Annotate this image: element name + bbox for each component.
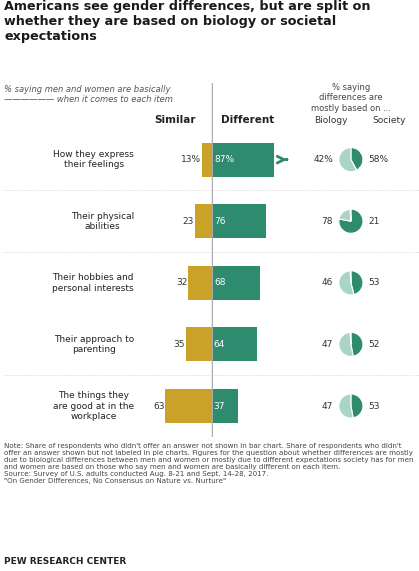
Bar <box>212 266 260 300</box>
Bar <box>195 204 212 238</box>
Text: 53: 53 <box>369 401 380 411</box>
Text: % saying
differences are
mostly based on ...: % saying differences are mostly based on… <box>311 83 391 112</box>
Text: 47: 47 <box>322 401 333 411</box>
Wedge shape <box>339 394 353 418</box>
Text: Their physical
abilities: Their physical abilities <box>71 211 134 231</box>
Bar <box>186 328 212 361</box>
Bar <box>212 143 274 176</box>
Text: Their approach to
parenting: Their approach to parenting <box>54 335 134 354</box>
Wedge shape <box>350 271 351 283</box>
Text: 47: 47 <box>322 340 333 349</box>
Text: 78: 78 <box>322 217 333 226</box>
Text: 35: 35 <box>173 340 185 349</box>
Text: 46: 46 <box>322 278 333 287</box>
Wedge shape <box>351 332 363 356</box>
Text: 58%: 58% <box>369 155 389 164</box>
Bar <box>166 389 212 423</box>
Text: PEW RESEARCH CENTER: PEW RESEARCH CENTER <box>4 557 127 565</box>
Text: Americans see gender differences, but are split on
whether they are based on bio: Americans see gender differences, but ar… <box>4 0 371 43</box>
Text: Note: Share of respondents who didn't offer an answer not shown in bar chart. Sh: Note: Share of respondents who didn't of… <box>4 443 414 484</box>
Text: 37: 37 <box>213 401 225 411</box>
Text: 13%: 13% <box>181 155 201 164</box>
Wedge shape <box>339 332 353 356</box>
Text: 68: 68 <box>214 278 225 287</box>
Wedge shape <box>351 147 363 170</box>
Wedge shape <box>351 271 363 295</box>
Bar <box>212 389 238 423</box>
Wedge shape <box>350 209 351 221</box>
Bar <box>212 328 257 361</box>
Text: Different: Different <box>220 115 274 125</box>
Text: 53: 53 <box>369 278 380 287</box>
Text: Biology: Biology <box>314 116 347 125</box>
Text: 23: 23 <box>183 217 194 226</box>
Text: 76: 76 <box>214 217 226 226</box>
Bar <box>202 143 212 176</box>
Wedge shape <box>339 271 354 295</box>
Text: 87%: 87% <box>215 155 235 164</box>
Text: 21: 21 <box>369 217 380 226</box>
Text: 52: 52 <box>369 340 380 349</box>
Text: Society: Society <box>372 116 406 125</box>
Text: How they express
their feelings: How they express their feelings <box>53 150 134 170</box>
Text: 64: 64 <box>214 340 225 349</box>
Text: 63: 63 <box>153 401 165 411</box>
Text: The things they
are good at in the
workplace: The things they are good at in the workp… <box>53 391 134 421</box>
Wedge shape <box>351 394 363 418</box>
Wedge shape <box>350 332 351 344</box>
Text: Their hobbies and
personal interests: Their hobbies and personal interests <box>52 273 134 292</box>
Wedge shape <box>339 209 351 221</box>
Wedge shape <box>339 209 363 234</box>
Text: % saying men and women are basically
—————— when it comes to each item: % saying men and women are basically ———… <box>4 85 173 104</box>
Text: 42%: 42% <box>313 155 333 164</box>
Bar <box>212 204 266 238</box>
Text: Similar: Similar <box>154 115 196 125</box>
Wedge shape <box>339 147 357 172</box>
Bar <box>188 266 212 300</box>
Text: 32: 32 <box>176 278 187 287</box>
